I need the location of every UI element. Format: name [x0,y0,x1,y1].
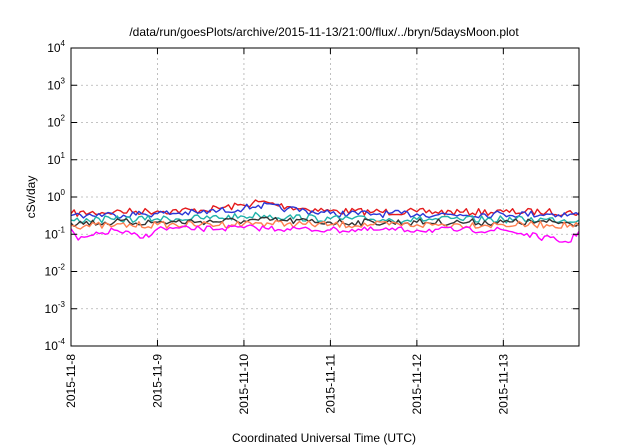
y-tick-label: 101 [47,151,65,167]
y-axis: 10-4 10-3 10-2 10-1 100 101 102 103 104 [45,39,579,353]
y-axis-label: cSv/day [24,176,38,219]
series-line-6 [70,224,580,244]
x-tick-label: 2015-11-11 [323,354,337,414]
x-tick-label: 2015-11-10 [237,354,251,415]
y-tick-label: 102 [47,114,65,130]
y-tick-label: 104 [47,39,65,55]
grid [71,48,579,346]
y-tick-label: 10-2 [45,263,66,279]
y-tick-label: 100 [47,188,65,204]
y-tick-label: 10-4 [45,337,66,353]
x-axis-label: Coordinated Universal Time (UTC) [232,431,416,445]
series-line-5 [70,220,580,230]
chart-title: /data/run/goesPlots/archive/2015-11-13/2… [129,25,519,39]
series-line-2 [70,202,580,219]
x-tick-label: 2015-11-12 [410,354,424,415]
y-tick-label: 10-1 [45,225,66,241]
x-tick-label: 2015-11-9 [150,354,164,408]
x-tick-label: 2015-11-8 [64,354,78,408]
series-group [70,199,580,244]
x-tick-label: 2015-11-13 [496,354,510,415]
y-tick-label: 10-3 [45,300,66,316]
x-axis: 2015-11-8 2015-11-9 2015-11-10 2015-11-11 20… [64,48,510,415]
y-tick-label: 103 [47,76,65,92]
